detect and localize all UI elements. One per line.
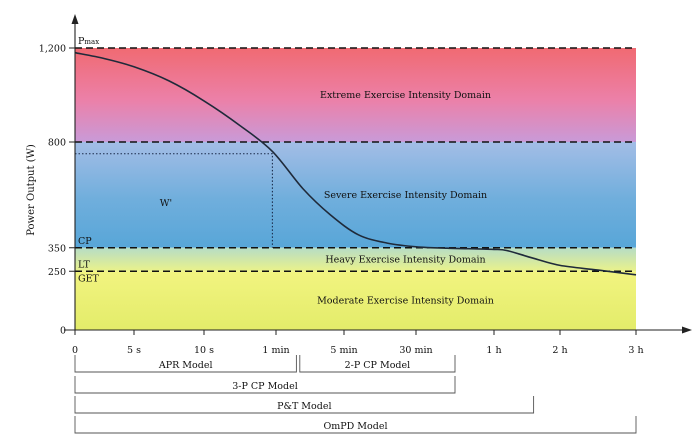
band-3 <box>75 247 636 272</box>
model-bracket <box>74 396 535 414</box>
x-tick-labels: 0 5 s 10 s 1 min 5 min 30 min 1 h 2 h 3 h <box>72 330 644 356</box>
model-brackets: APR Model 2-P CP Model 3-P CP Model P&T Mod… <box>74 355 637 434</box>
x-tick-label: 10 s <box>194 345 214 356</box>
domain-label: Severe Exercise Intensity Domain <box>324 190 487 201</box>
w-prime-box: W' <box>75 153 273 248</box>
pmax-subscript: max <box>84 38 99 46</box>
band-4 <box>75 271 636 330</box>
get-label: GET <box>78 273 100 284</box>
model-bracket <box>299 355 456 373</box>
x-tick-label: 1 h <box>486 345 501 356</box>
y-tick-label: 350 <box>48 243 66 254</box>
domain-labels: Extreme Exercise Intensity Domain Severe … <box>317 90 494 307</box>
y-tick-labels: 0 250 350 800 1,200 <box>39 44 75 337</box>
cp-label: CP <box>78 236 92 247</box>
threshold-annotations: Pmax CP LT GET <box>78 36 100 284</box>
domain-label: Moderate Exercise Intensity Domain <box>317 296 494 307</box>
model-label: 3-P CP Model <box>232 381 298 392</box>
model-bracket <box>74 355 297 373</box>
x-tick-label: 30 min <box>399 345 432 356</box>
band-1 <box>75 48 636 142</box>
x-tick-label: 0 <box>72 345 78 356</box>
domain-label: Heavy Exercise Intensity Domain <box>325 255 485 266</box>
y-tick-label: 1,200 <box>39 44 66 55</box>
model-label: APR Model <box>158 360 213 371</box>
domain-label: Extreme Exercise Intensity Domain <box>320 90 491 101</box>
y-axis-label: Power Output (W) <box>26 144 37 236</box>
model-label: P&T Model <box>277 401 331 412</box>
power-duration-curve <box>74 51 637 276</box>
model-bracket <box>74 416 637 434</box>
y-tick-label: 250 <box>48 267 66 278</box>
y-axis-arrow <box>71 14 79 24</box>
x-tick-label: 1 min <box>262 345 289 356</box>
x-tick-label: 5 min <box>330 345 357 356</box>
lt-label: LT <box>78 259 91 270</box>
w-prime-label: W' <box>160 198 172 209</box>
model-label: 2-P CP Model <box>345 360 411 371</box>
w-prime-outline <box>75 153 273 248</box>
x-tick-label: 2 h <box>552 345 567 356</box>
y-tick-label: 800 <box>48 138 66 149</box>
x-tick-label: 5 s <box>127 345 141 356</box>
model-bracket <box>74 376 456 394</box>
model-label: OmPD Model <box>323 421 387 432</box>
axes <box>64 14 692 334</box>
band-2 <box>75 142 636 248</box>
intensity-bands <box>75 48 636 330</box>
x-axis-arrow <box>682 326 692 334</box>
y-tick-label: 0 <box>60 326 66 337</box>
pmax-label: Pmax <box>78 36 99 47</box>
x-tick-label: 3 h <box>628 345 643 356</box>
threshold-lines <box>75 47 636 272</box>
